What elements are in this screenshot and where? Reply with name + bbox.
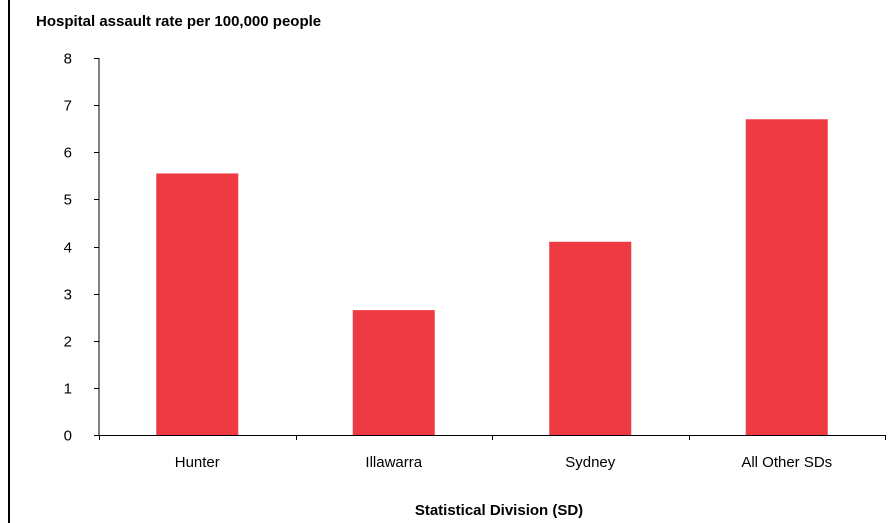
x-tick-label: All Other SDs — [741, 454, 832, 471]
y-axis: 0 1 2 3 4 5 6 7 8 — [64, 51, 100, 445]
x-tick-label: Hunter — [175, 454, 220, 471]
y-tick-label: 7 — [64, 98, 72, 115]
y-tick-label: 0 — [64, 428, 72, 445]
x-axis-title: Statistical Division (SD) — [414, 502, 584, 519]
bar — [549, 241, 632, 435]
y-tick-label: 3 — [64, 287, 72, 304]
bar — [352, 310, 435, 435]
y-tick-label: 5 — [64, 192, 72, 209]
y-tick-label: 6 — [64, 145, 72, 162]
chart-title: Hospital assault rate per 100,000 people — [36, 13, 322, 30]
bar — [745, 119, 828, 435]
y-tick-label: 4 — [64, 240, 72, 257]
frame-left-border — [8, 0, 10, 523]
bars — [156, 119, 828, 436]
x-axis: Hunter Illawarra Sydney All Other SDs — [99, 435, 886, 471]
bar — [156, 173, 239, 436]
x-tick-label: Sydney — [565, 454, 616, 471]
x-tick-label: Illawarra — [365, 454, 422, 471]
y-tick-label: 8 — [64, 51, 72, 68]
y-tick-label: 2 — [64, 334, 72, 351]
y-tick-label: 1 — [64, 381, 72, 398]
